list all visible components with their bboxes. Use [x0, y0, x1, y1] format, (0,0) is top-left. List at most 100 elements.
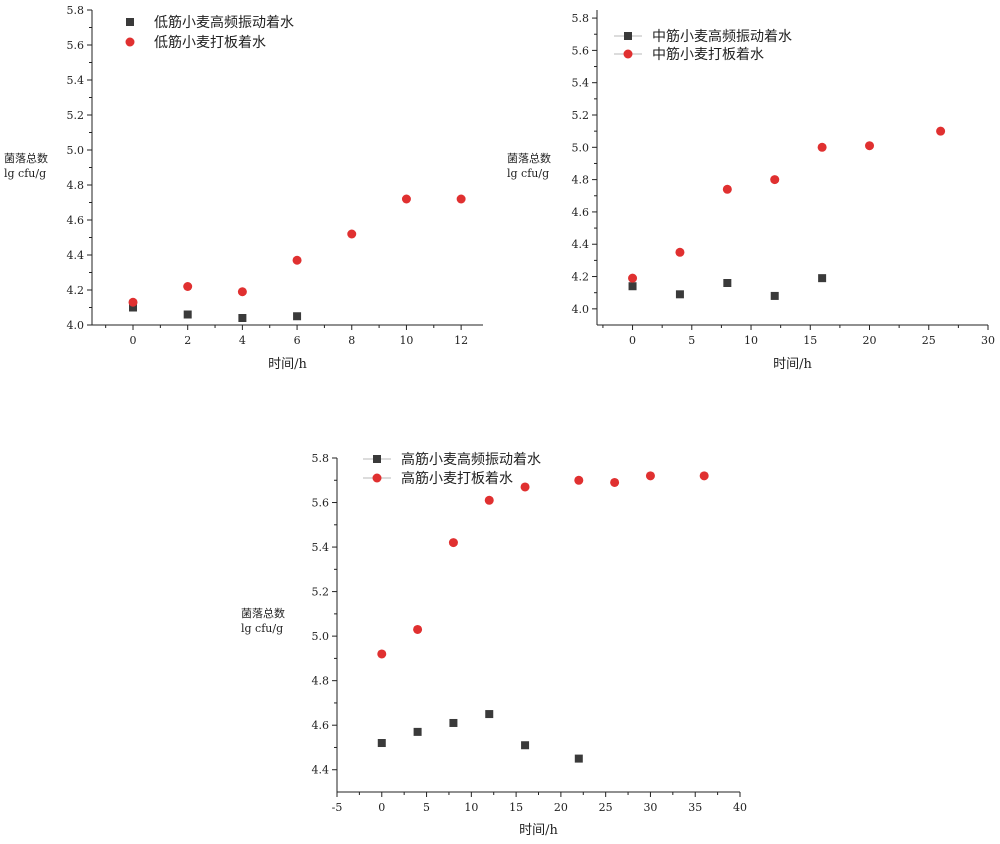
data-point-circle	[293, 256, 302, 265]
x-tick-label: 12	[454, 334, 468, 347]
y-tick-label: 5.0	[312, 630, 330, 643]
x-tick-label: 35	[688, 801, 702, 814]
y-tick-label: 5.8	[67, 4, 85, 17]
x-tick-label: 15	[509, 801, 523, 814]
legend-marker-square	[624, 32, 632, 40]
x-tick-label: 30	[643, 801, 657, 814]
y-tick-label: 5.2	[312, 586, 330, 599]
y-axis-title: lg cfu/g	[507, 167, 549, 180]
y-tick-label: 4.4	[312, 764, 330, 777]
data-point-circle	[129, 298, 138, 307]
x-tick-label: 15	[803, 334, 817, 347]
x-tick-label: -5	[332, 801, 343, 814]
data-point-square	[629, 282, 637, 290]
y-tick-label: 5.4	[67, 74, 85, 87]
y-tick-label: 4.2	[67, 284, 85, 297]
x-tick-label: 10	[399, 334, 413, 347]
x-tick-label: 10	[744, 334, 758, 347]
data-point-circle	[377, 649, 386, 658]
y-axis-title: lg cfu/g	[241, 622, 283, 635]
y-tick-label: 5.8	[312, 452, 330, 465]
y-tick-label: 4.8	[67, 179, 85, 192]
data-point-circle	[646, 471, 655, 480]
y-tick-label: 4.8	[572, 174, 590, 187]
data-point-square	[485, 710, 493, 718]
legend-label: 低筋小麦高频振动着水	[154, 14, 294, 31]
y-tick-label: 5.2	[67, 109, 85, 122]
chart-low-gluten: 4.04.24.44.64.85.05.25.45.65.8024681012时…	[4, 4, 483, 372]
y-tick-label: 5.2	[572, 109, 590, 122]
data-point-square	[378, 739, 386, 747]
y-tick-label: 5.0	[67, 144, 85, 157]
data-point-circle	[818, 143, 827, 152]
legend-marker-square	[373, 455, 381, 463]
x-tick-label: 4	[239, 334, 246, 347]
data-point-circle	[628, 274, 637, 283]
data-point-circle	[183, 282, 192, 291]
x-tick-label: 25	[922, 334, 936, 347]
y-tick-label: 4.6	[312, 719, 330, 732]
data-point-square	[723, 279, 731, 287]
data-point-square	[575, 755, 583, 763]
data-point-circle	[485, 496, 494, 505]
x-tick-label: 10	[464, 801, 478, 814]
data-point-circle	[723, 185, 732, 194]
data-point-circle	[521, 482, 530, 491]
data-point-circle	[936, 127, 945, 136]
x-axis-title: 时间/h	[773, 357, 812, 372]
data-point-circle	[770, 175, 779, 184]
chart-medium-gluten: 4.04.24.44.64.85.05.25.45.65.80510152025…	[507, 10, 995, 372]
y-tick-label: 4.2	[572, 271, 590, 284]
legend-marker-circle	[624, 50, 633, 59]
x-tick-label: 5	[423, 801, 430, 814]
data-point-circle	[449, 538, 458, 547]
y-tick-label: 5.6	[312, 497, 330, 510]
x-tick-label: 0	[130, 334, 137, 347]
legend-marker-circle	[373, 474, 382, 483]
y-tick-label: 5.6	[572, 44, 590, 57]
data-point-square	[521, 741, 529, 749]
x-tick-label: 0	[378, 801, 385, 814]
legend-label: 中筋小麦打板着水	[652, 46, 764, 63]
data-point-square	[676, 290, 684, 298]
y-axis-title: 菌落总数	[241, 606, 285, 620]
y-tick-label: 5.4	[312, 541, 330, 554]
data-point-square	[771, 292, 779, 300]
x-axis-title: 时间/h	[519, 823, 558, 838]
y-tick-label: 5.4	[572, 77, 590, 90]
data-point-square	[293, 312, 301, 320]
legend-marker-square	[126, 18, 134, 26]
y-tick-label: 4.8	[312, 675, 330, 688]
y-tick-label: 5.8	[572, 12, 590, 25]
y-tick-label: 4.0	[67, 319, 85, 332]
data-point-circle	[402, 195, 411, 204]
x-tick-label: 30	[981, 334, 995, 347]
data-point-circle	[457, 195, 466, 204]
x-tick-label: 2	[184, 334, 191, 347]
legend-label: 低筋小麦打板着水	[154, 34, 266, 51]
y-axis-title: 菌落总数	[4, 151, 48, 165]
legend-label: 高筋小麦高频振动着水	[401, 451, 541, 468]
x-tick-label: 6	[294, 334, 301, 347]
x-tick-label: 40	[733, 801, 747, 814]
y-tick-label: 5.6	[67, 39, 85, 52]
x-tick-label: 25	[599, 801, 613, 814]
y-axis-title: 菌落总数	[507, 151, 551, 165]
y-tick-label: 4.4	[67, 249, 85, 262]
data-point-circle	[574, 476, 583, 485]
legend-label: 中筋小麦高频振动着水	[652, 28, 792, 45]
data-point-circle	[238, 287, 247, 296]
y-tick-label: 5.0	[572, 141, 590, 154]
data-point-circle	[413, 625, 422, 634]
x-axis-title: 时间/h	[268, 357, 307, 372]
data-point-square	[238, 314, 246, 322]
x-tick-label: 8	[348, 334, 355, 347]
data-point-circle	[347, 230, 356, 239]
legend-marker-circle	[126, 38, 135, 47]
data-point-circle	[675, 248, 684, 257]
x-tick-label: 0	[629, 334, 636, 347]
data-point-circle	[610, 478, 619, 487]
legend-label: 高筋小麦打板着水	[401, 470, 513, 487]
y-axis-title: lg cfu/g	[4, 167, 46, 180]
